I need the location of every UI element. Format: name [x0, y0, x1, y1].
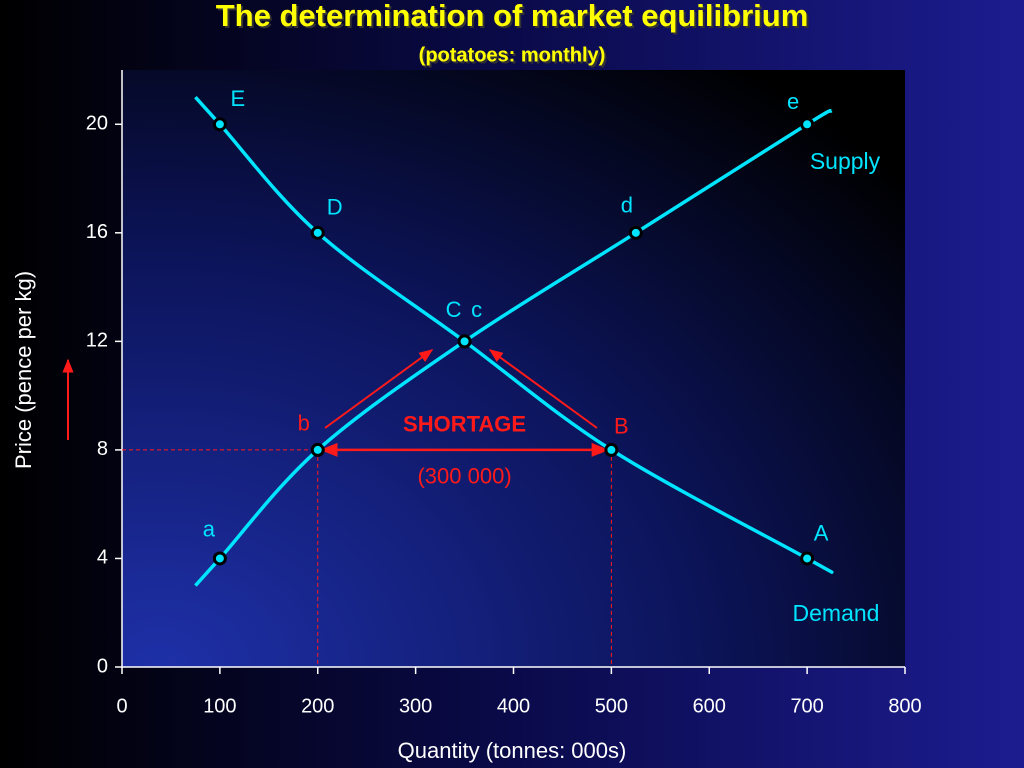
y-axis-label: Price (pence per kg)	[11, 271, 36, 469]
x-tick-label: 500	[595, 695, 628, 717]
point	[604, 442, 619, 457]
x-tick-label: 600	[693, 695, 726, 717]
shortage-label: SHORTAGE	[403, 412, 526, 437]
point-label: a	[203, 516, 216, 541]
x-tick-label: 400	[497, 695, 530, 717]
y-tick-label: 4	[97, 547, 108, 569]
point-label: E	[231, 86, 246, 111]
x-tick-label: 0	[116, 695, 127, 717]
x-tick-label: 800	[888, 695, 921, 717]
point	[457, 334, 472, 349]
x-tick-label: 200	[301, 695, 334, 717]
point-label: e	[787, 89, 799, 114]
point	[628, 225, 643, 240]
point-label: D	[327, 195, 343, 220]
point	[310, 442, 325, 457]
chart-subtitle: (potatoes: monthly)	[419, 44, 606, 66]
point-label: A	[814, 520, 829, 545]
point	[800, 551, 815, 566]
plot-area	[122, 70, 905, 667]
point	[310, 225, 325, 240]
point	[212, 117, 227, 132]
x-tick-label: 100	[203, 695, 236, 717]
y-tick-label: 0	[97, 655, 108, 677]
point-label: B	[614, 414, 629, 439]
series-label: Supply	[810, 148, 881, 174]
y-tick-label: 12	[86, 330, 108, 352]
point-label: d	[621, 193, 633, 218]
pressure-arrow	[488, 349, 598, 429]
x-tick-label: 300	[399, 695, 432, 717]
x-tick-label: 700	[790, 695, 823, 717]
y-tick-label: 16	[86, 221, 108, 243]
point	[212, 551, 227, 566]
series-label: Demand	[793, 600, 880, 626]
shortage-amount: (300 000)	[417, 464, 511, 489]
point	[800, 117, 815, 132]
y-tick-label: 8	[97, 438, 108, 460]
y-tick-label: 20	[86, 113, 108, 135]
point-label: b	[298, 411, 310, 436]
point-label: C	[446, 297, 462, 322]
chart-title: The determination of market equilibrium	[216, 0, 809, 33]
point-label: c	[471, 297, 482, 322]
x-axis-label: Quantity (tonnes: 000s)	[398, 738, 627, 763]
pressure-arrow	[324, 349, 434, 429]
